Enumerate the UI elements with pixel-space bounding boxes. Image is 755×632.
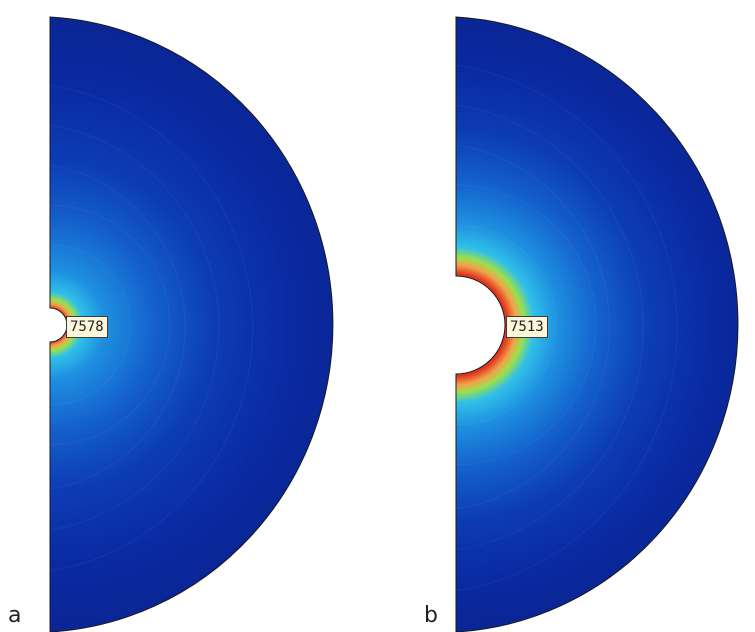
- panel-a-contour-bands: [49, 84, 254, 572]
- panel-b-contour-bands: [455, 64, 678, 592]
- panel-a-max-value-tag: 7578: [66, 316, 108, 338]
- panel-a-half-annulus: [49, 16, 334, 632]
- panel-b-max-value-tag: 7513: [506, 316, 548, 338]
- panel-a-label: a: [8, 603, 22, 628]
- panel-b-half-annulus: [455, 16, 739, 632]
- panel-b-label: b: [424, 603, 438, 628]
